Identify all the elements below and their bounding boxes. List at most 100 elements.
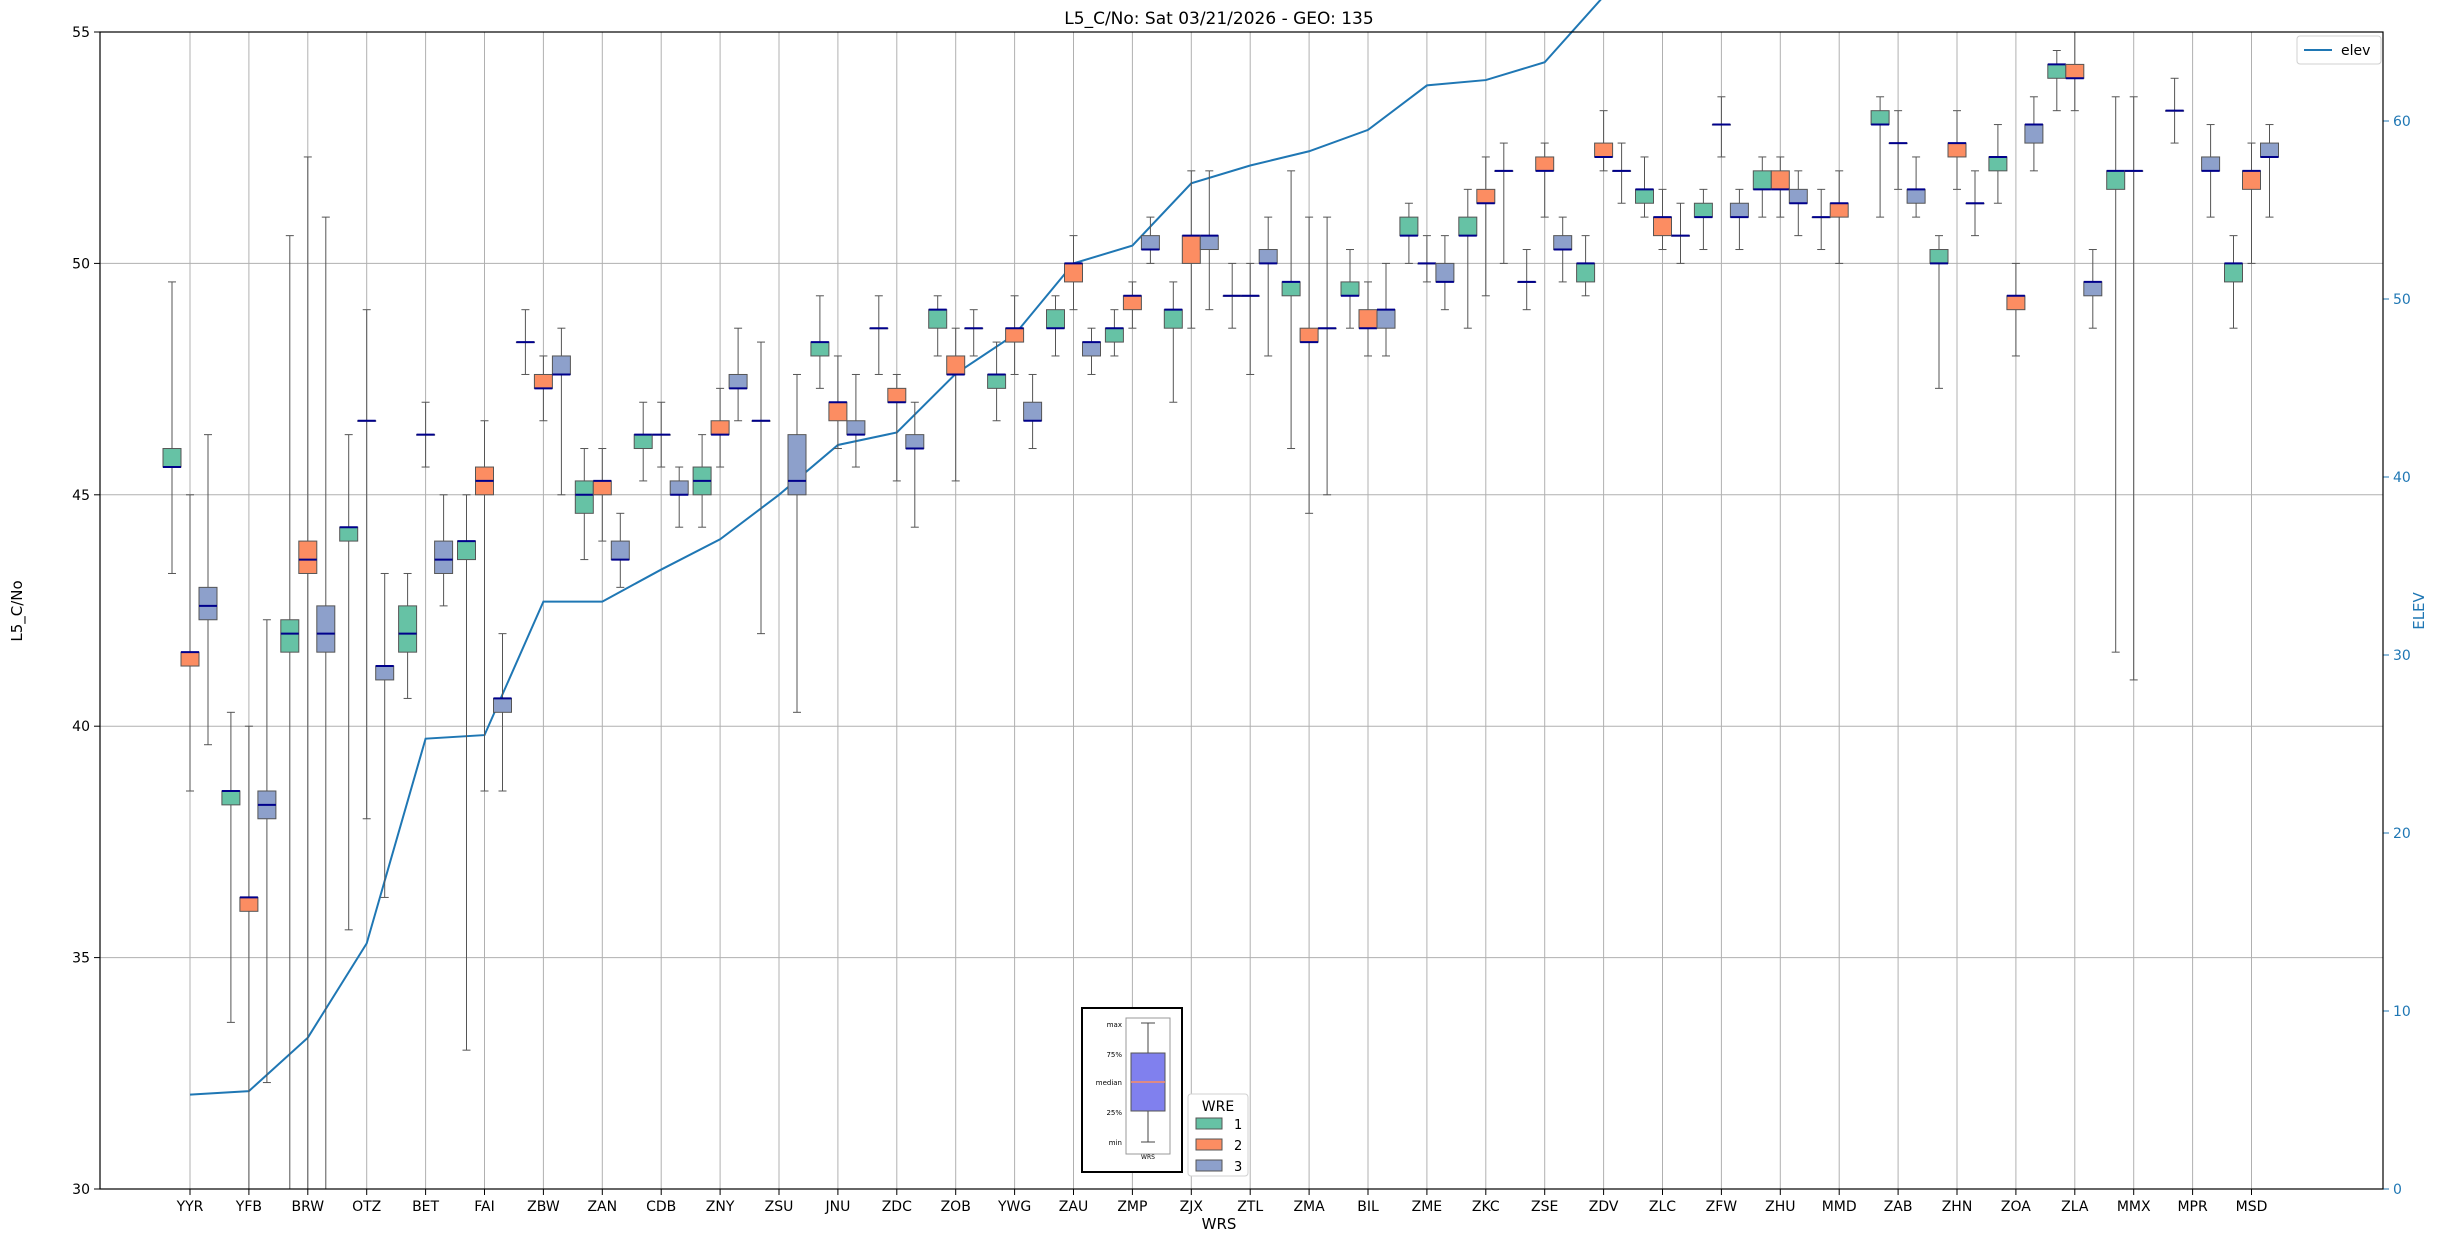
box-plot-key: max 75% median 25% min WRS — [1081, 1007, 1183, 1173]
iqr-box — [1870, 110, 1890, 126]
box-ZOB-wre1 — [928, 295, 948, 357]
box-ZAN-wre1 — [574, 448, 594, 561]
box-ZBW-wre3 — [551, 327, 571, 496]
x-tick-label: ZBW — [527, 1199, 560, 1215]
x-tick-label: ZDV — [1589, 1199, 1619, 1215]
box-ZDC-wre3 — [905, 401, 925, 528]
x-tick-label: FAI — [474, 1199, 494, 1215]
iqr-box — [1476, 188, 1496, 204]
box-OTZ-wre2 — [357, 309, 377, 820]
box-MPR-wre3 — [2201, 124, 2221, 218]
iqr-box — [1947, 142, 1967, 158]
box-CDB-wre1 — [633, 401, 653, 482]
x-tick-label: ZMP — [1117, 1199, 1147, 1215]
x-tick-label: ZMA — [1293, 1199, 1325, 1215]
wre-legend-title: WRE — [1202, 1099, 1234, 1115]
iqr-box — [2065, 63, 2085, 79]
iqr-box — [633, 434, 653, 450]
iqr-box — [669, 480, 689, 496]
iqr-box — [434, 540, 454, 574]
y2-tick-label: 50 — [2393, 292, 2411, 308]
iqr-box — [1199, 235, 1219, 251]
box-BIL-wre1 — [1340, 249, 1360, 329]
y-tick-label: 50 — [72, 256, 90, 272]
box-ZDC-wre2 — [887, 373, 907, 482]
axes: 30 35 40 45 50 55 0 10 20 30 40 50 60 YYR YFB BRW OTZ BET… — [72, 25, 2411, 1215]
iqr-box — [1535, 156, 1555, 172]
elev-legend-label: elev — [2341, 43, 2370, 59]
box-JNU-wre3 — [846, 373, 866, 468]
box-BRW-wre2 — [298, 156, 318, 1190]
wre-legend-label-2: 2 — [1234, 1139, 1242, 1154]
box-ZNY-wre1 — [692, 434, 712, 528]
iqr-box — [610, 540, 630, 561]
iqr-box — [457, 540, 476, 561]
iqr-box — [180, 651, 200, 667]
iqr-box — [2260, 142, 2279, 158]
x-tick-label: YYR — [176, 1199, 204, 1215]
iqr-box — [1906, 188, 1926, 204]
x-tick-label: ZLA — [2061, 1199, 2089, 1215]
box-ZJX-wre3 — [1199, 170, 1219, 311]
iqr-box — [2201, 156, 2221, 172]
box-ZDV-wre3 — [1612, 142, 1632, 204]
box-ZLC-wre3 — [1671, 202, 1690, 264]
box-ZBW-wre2 — [533, 355, 553, 422]
iqr-box — [1929, 249, 1949, 264]
box-YWG-wre1 — [987, 341, 1007, 422]
x-tick-label: CDB — [646, 1199, 676, 1215]
box-ZAB-wre2 — [1888, 110, 1908, 190]
iqr-box — [1258, 249, 1278, 264]
iqr-box — [1181, 235, 1201, 264]
box-ZBW-wre1 — [515, 309, 535, 375]
iqr-box — [1104, 327, 1124, 343]
wre-legend: WRE 1 2 3 — [1187, 1093, 1249, 1177]
box-ZFW-wre3 — [1729, 188, 1749, 251]
box-OTZ-wre1 — [339, 434, 359, 931]
box-ZOB-wre3 — [964, 309, 984, 357]
box-ZDV-wre1 — [1576, 235, 1596, 297]
iqr-box — [533, 373, 553, 389]
iqr-box — [828, 401, 848, 422]
key-label-q1: 25% — [1106, 1109, 1122, 1117]
box-BIL-wre3 — [1376, 262, 1396, 357]
iqr-box — [1399, 216, 1419, 237]
wre-legend-label-1: 1 — [1234, 1118, 1242, 1133]
box-ZHN-wre2 — [1947, 110, 1967, 190]
box-ZSU-wre1 — [751, 341, 771, 635]
key-label-max: max — [1107, 1021, 1122, 1029]
box-ZME-wre2 — [1417, 235, 1437, 283]
box-ZNY-wre2 — [710, 387, 730, 468]
x-tick-label: ZSU — [765, 1199, 794, 1215]
elev-series — [189, 0, 1602, 1096]
iqr-box — [1376, 309, 1396, 329]
elev-line — [189, 0, 1602, 1096]
y-axis-label: L5_C/No — [8, 580, 27, 641]
iqr-box — [1576, 262, 1596, 283]
box-BIL-wre2 — [1358, 281, 1378, 357]
iqr-box — [810, 341, 830, 357]
box-BET-wre1 — [398, 572, 418, 699]
box-JNU-wre2 — [828, 355, 848, 450]
y-tick-label: 45 — [72, 488, 90, 504]
iqr-box — [1770, 170, 1790, 190]
box-ZHN-wre3 — [1965, 170, 1985, 237]
box-MMD-wre2 — [1829, 170, 1849, 264]
iqr-box — [846, 420, 866, 436]
box-ZNY-wre3 — [728, 327, 748, 422]
x-tick-label: ZDC — [882, 1199, 912, 1215]
box-ZLA-wre3 — [2083, 249, 2103, 329]
iqr-box — [198, 586, 218, 621]
box-MMX-wre1 — [2106, 96, 2126, 653]
x-tick-label: ZFW — [1706, 1199, 1738, 1215]
box-YFB-wre2 — [239, 725, 259, 1190]
x-tick-label: ZHN — [1942, 1199, 1973, 1215]
box-ZKC-wre1 — [1458, 188, 1478, 329]
box-FAI-wre3 — [493, 633, 512, 792]
iqr-box — [1358, 309, 1378, 329]
iqr-box — [1046, 309, 1065, 329]
iqr-box — [280, 619, 300, 653]
iqr-box — [1122, 295, 1142, 311]
box-ZOA-wre3 — [2024, 96, 2044, 172]
